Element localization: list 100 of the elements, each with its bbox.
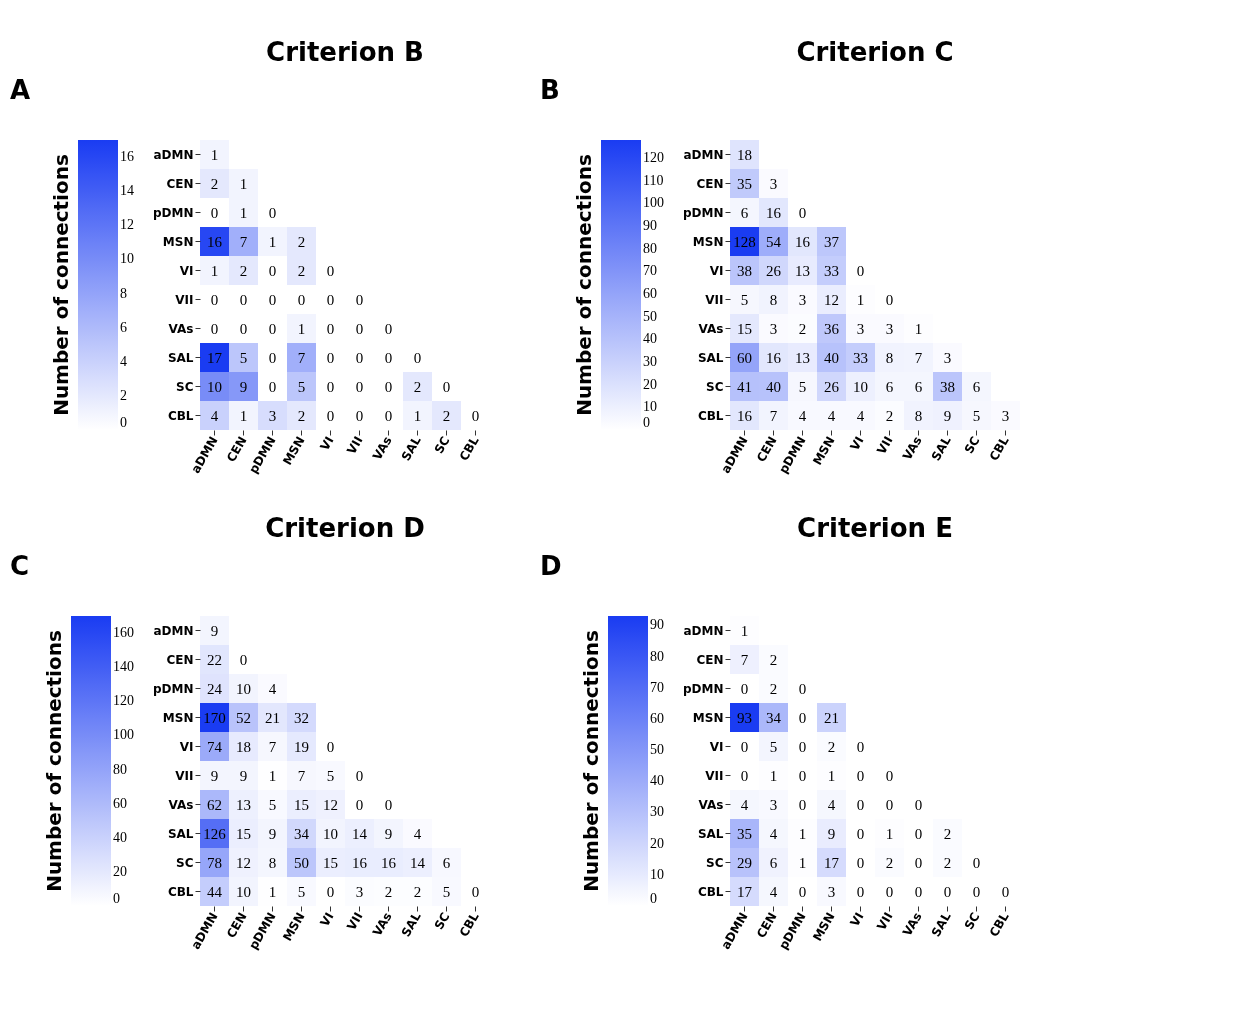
x-tick-label: SC: [431, 433, 453, 457]
x-tick-label: SC: [431, 909, 453, 933]
data-label: 4: [769, 825, 778, 842]
data-label: 0: [210, 320, 219, 337]
data-label: 0: [885, 291, 894, 308]
data-label: 9: [210, 622, 219, 639]
x-tick-label: VI: [317, 434, 337, 453]
data-label: 60: [737, 349, 752, 366]
color-bar-label: 140: [113, 659, 134, 675]
data-label: 9: [210, 767, 219, 784]
data-label: 0: [798, 680, 807, 697]
color-bar-label: 80: [650, 648, 664, 664]
data-label: 1: [856, 291, 865, 308]
color-bar-label: 30: [650, 804, 664, 820]
color-bar-label: 50: [650, 742, 664, 758]
color-bar-label: 20: [643, 376, 657, 392]
data-label: 54: [766, 233, 782, 250]
color-bar-label: 40: [113, 829, 127, 845]
data-label: 2: [885, 854, 894, 871]
data-label: 4: [769, 883, 778, 900]
data-label: 5: [740, 291, 749, 308]
y-tick-label: VAs: [168, 321, 194, 336]
data-label: 5: [972, 407, 981, 424]
data-label: 1: [798, 854, 807, 871]
data-label: 0: [355, 378, 364, 395]
data-label: 2: [442, 407, 451, 424]
y-tick-label: CBL: [167, 884, 194, 899]
data-label: 0: [355, 767, 364, 784]
data-label: 40: [824, 349, 839, 366]
data-label: 0: [384, 407, 393, 424]
data-label: 128: [733, 233, 756, 250]
data-label: 0: [239, 651, 248, 668]
x-tick-label: SC: [961, 433, 983, 457]
data-label: 1: [914, 320, 923, 337]
color-bar-label: 8: [120, 285, 127, 301]
data-label: 0: [326, 883, 335, 900]
data-label: 3: [827, 883, 836, 900]
y-tick-label: pDMN: [152, 205, 194, 220]
color-bar-title: Number of connections: [42, 630, 66, 892]
data-label: 3: [769, 175, 778, 192]
data-label: 0: [384, 796, 393, 813]
data-label: 18: [236, 738, 251, 755]
data-label: 21: [824, 709, 839, 726]
data-label: 0: [239, 320, 248, 337]
data-label: 2: [384, 883, 393, 900]
data-label: 52: [236, 709, 251, 726]
data-label: 14: [352, 825, 368, 842]
chart-title: Criterion E: [797, 513, 953, 543]
data-label: 2: [885, 407, 894, 424]
data-label: 0: [355, 796, 364, 813]
color-bar-title: Number of connections: [572, 154, 596, 416]
data-label: 1: [210, 262, 219, 279]
data-label: 5: [769, 738, 778, 755]
data-label: 0: [798, 709, 807, 726]
y-tick-label: VII: [175, 292, 194, 307]
data-label: 10: [207, 378, 222, 395]
data-label: 0: [355, 291, 364, 308]
data-label: 3: [885, 320, 894, 337]
y-tick-label: SC: [706, 379, 724, 394]
data-label: 9: [239, 767, 248, 784]
color-bar-label: 40: [650, 773, 664, 789]
x-tick-label: VII: [344, 910, 366, 933]
color-bar-label: 0: [650, 891, 657, 906]
data-label: 2: [413, 378, 422, 395]
color-bar-label: 60: [650, 710, 664, 726]
data-label: 0: [798, 767, 807, 784]
color-bar-label: 60: [643, 286, 657, 302]
text: C: [10, 551, 30, 581]
data-label: 15: [236, 825, 251, 842]
y-tick-label: SC: [706, 855, 724, 870]
data-label: 0: [798, 738, 807, 755]
y-tick-label: VAs: [698, 797, 724, 812]
data-label: 4: [827, 796, 836, 813]
data-label: 18: [737, 146, 752, 163]
chart-title: Criterion C: [796, 37, 954, 67]
text: D: [540, 551, 562, 581]
y-tick-label: pDMN: [682, 205, 724, 220]
data-label: 8: [769, 291, 778, 308]
data-label: 7: [239, 233, 248, 250]
y-tick-label: aDMN: [683, 623, 724, 638]
data-label: 34: [294, 825, 310, 842]
data-label: 0: [268, 320, 277, 337]
data-label: 21: [265, 709, 280, 726]
data-label: 4: [740, 796, 749, 813]
data-label: 34: [766, 709, 782, 726]
color-bar-label: 30: [643, 354, 657, 370]
data-label: 32: [294, 709, 309, 726]
data-label: 1: [885, 825, 894, 842]
data-label: 0: [268, 378, 277, 395]
color-bar-label: 60: [113, 795, 127, 811]
y-tick-label: MSN: [162, 234, 194, 249]
data-label: 16: [381, 854, 397, 871]
data-label: 1: [413, 407, 422, 424]
color-bar-label: 90: [643, 218, 657, 234]
y-tick-label: VAs: [698, 321, 724, 336]
data-label: 14: [410, 854, 426, 871]
data-label: 0: [740, 767, 749, 784]
y-tick-label: VI: [179, 739, 194, 754]
data-label: 12: [323, 796, 338, 813]
color-bar-label: 16: [120, 149, 134, 165]
